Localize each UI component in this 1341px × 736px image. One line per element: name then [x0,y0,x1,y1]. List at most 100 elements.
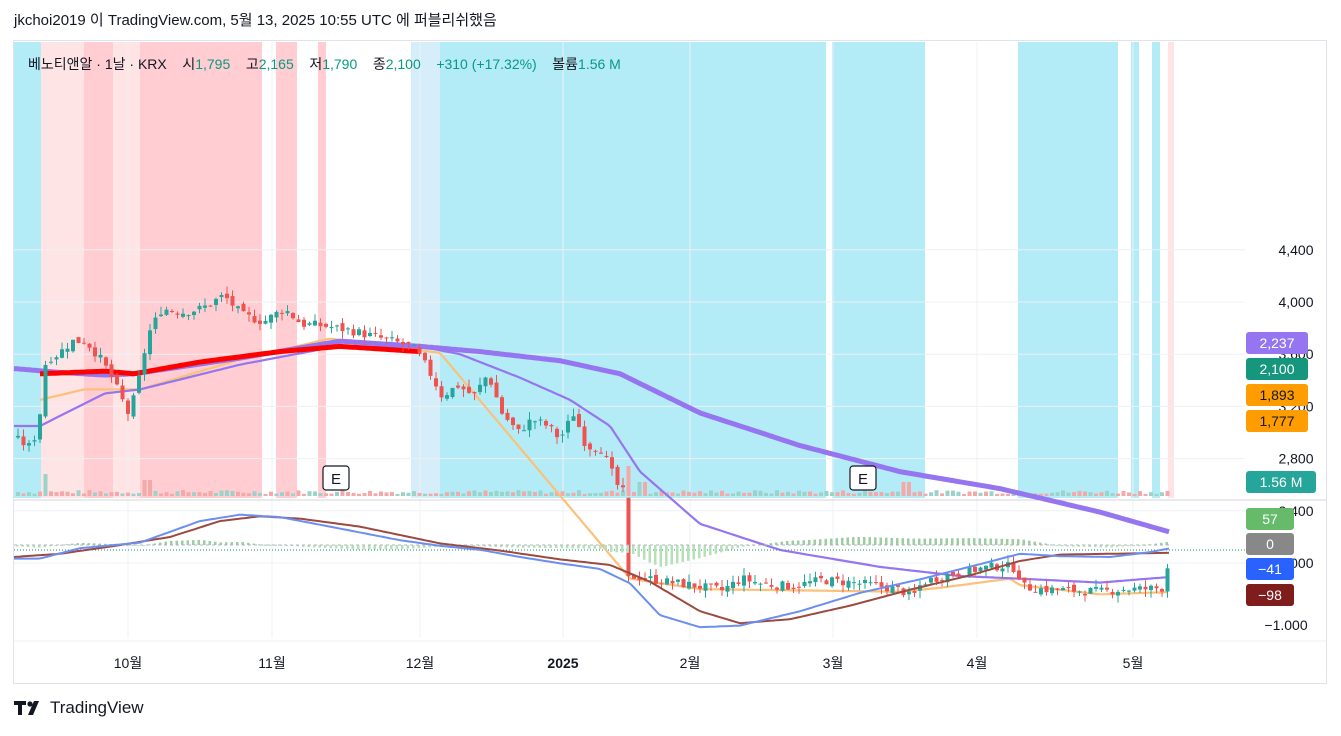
candle-body [808,581,812,584]
macd-histogram-bar [637,545,640,557]
background-band [276,42,297,498]
candle-body [1127,590,1131,592]
volume-bar [1121,490,1126,496]
volume-bar [27,492,31,496]
volume-bar [643,482,647,496]
candle-body [1017,570,1021,580]
price-badge-box [1246,358,1308,380]
candle-body [285,311,290,314]
volume-bar [802,491,807,496]
macd-histogram-bar [43,545,46,548]
background-band [84,42,113,498]
background-band [41,42,84,498]
macd-histogram-bar [329,545,332,549]
volume-bar [296,490,301,496]
background-band [140,42,262,498]
time-tick-label: 10월 [114,655,142,671]
volume-bar [401,492,405,496]
earnings-marker[interactable]: E [849,465,877,491]
symbol-title[interactable]: 베노티앤알 · 1날 · KRX [28,56,167,72]
volume-bar [516,490,521,496]
candle-body [511,417,515,426]
macd-histogram-bar [153,543,156,545]
candle-body [791,587,796,590]
signal-line [13,515,1170,625]
candle-body [1149,585,1153,591]
candle-body [1061,588,1065,591]
footer: TradingView [14,698,144,718]
volume-bar [82,493,86,496]
volume-bar [874,492,878,496]
candle-body [241,303,246,312]
candle-body [38,414,42,440]
macd-histogram-bar [16,545,19,547]
macd-histogram-bar [54,545,57,546]
volume-bar [659,490,664,496]
volume-badge-box [1246,471,1316,493]
macd-histogram-bar [665,545,668,566]
candle-body [670,580,675,584]
candle-body [439,386,444,398]
volume-bar [280,492,284,496]
tradingview-logo-icon[interactable] [14,700,44,716]
volume-bar [1061,490,1065,496]
macd-histogram-bar [742,545,745,547]
volume-bar [450,491,455,496]
macd-histogram-bar [357,545,360,550]
candle-body [335,325,339,327]
volume-bar [379,491,383,496]
volume-bar [648,493,653,496]
candle-body [170,310,174,312]
candle-body [54,357,59,360]
price-badge-box [1246,332,1308,354]
candle-body [137,375,141,393]
ema-red-line [39,343,419,377]
volume-bar [467,491,471,496]
volume-bar [511,492,515,496]
macd-histogram-bar [846,537,849,545]
candle-body [401,341,405,345]
macd-histogram-bar [505,545,508,548]
macd-histogram-bar [989,538,992,545]
background-band [1131,42,1139,498]
candle-body [577,414,581,427]
macd-histogram-bar [230,542,233,545]
macd-histogram-bar [736,545,739,548]
candle-body [131,395,136,417]
candle-body [604,456,609,458]
macd-badge-box [1246,508,1294,530]
candle-body [214,298,218,305]
volume-bar [835,492,840,496]
volume-bar [252,491,257,496]
volume-bar [181,490,185,496]
earnings-marker[interactable]: E [322,465,350,491]
background-band [1168,42,1174,498]
macd-histogram-bar [995,538,998,545]
candle-body [1121,589,1126,591]
macd-histogram-bar [1121,545,1124,547]
volume-bar [241,492,246,496]
volume-bar [32,493,37,496]
candle-body [1088,587,1093,594]
volume-bar [593,493,598,496]
candle-body [588,443,592,450]
volume-bar [1160,492,1164,496]
low-label: 저 [309,56,323,72]
volume-bar [131,493,136,496]
volume-bar [65,491,70,496]
candle-body [1110,591,1115,595]
volume-bar [104,493,108,496]
candle-body [1083,593,1087,596]
candle-body [1132,587,1137,591]
earnings-marker-label: E [331,471,341,488]
price-badge-box [1246,384,1308,406]
volume-bar [868,491,873,496]
footer-brand[interactable]: TradingView [50,698,144,717]
background-band [1152,42,1160,498]
macd-histogram-bar [335,545,338,549]
macd-histogram-bar [896,538,899,545]
candle-body [621,485,625,488]
volume-bar [692,492,697,496]
volume-bar [170,493,174,496]
